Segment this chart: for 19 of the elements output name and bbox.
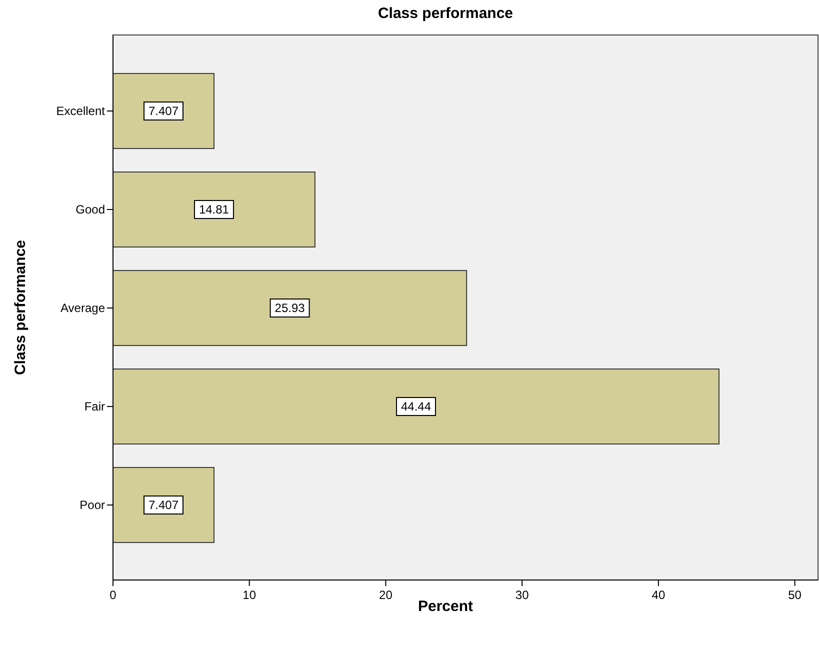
x-tick-label: 20 — [379, 588, 393, 602]
data-label: 7.407 — [148, 104, 179, 118]
x-tick-label: 0 — [110, 588, 117, 602]
x-tick-label: 50 — [788, 588, 802, 602]
data-label: 14.81 — [198, 202, 230, 216]
y-tick-label: Excellent — [56, 104, 106, 118]
y-axis-title: Class performance — [12, 240, 29, 376]
x-tick-label: 30 — [515, 588, 530, 602]
y-tick-label: Good — [76, 202, 105, 216]
y-tick-label: Poor — [80, 498, 105, 512]
x-tick-label: 40 — [652, 588, 666, 602]
y-tick-label: Fair — [84, 400, 105, 414]
data-label: 7.407 — [148, 498, 179, 512]
chart-title: Class performance — [378, 5, 514, 22]
data-label: 25.93 — [274, 301, 306, 315]
data-label: 44.44 — [400, 400, 432, 414]
x-tick-label: 10 — [242, 588, 256, 602]
x-axis-title: Percent — [418, 598, 474, 615]
y-tick-label: Average — [60, 301, 106, 315]
